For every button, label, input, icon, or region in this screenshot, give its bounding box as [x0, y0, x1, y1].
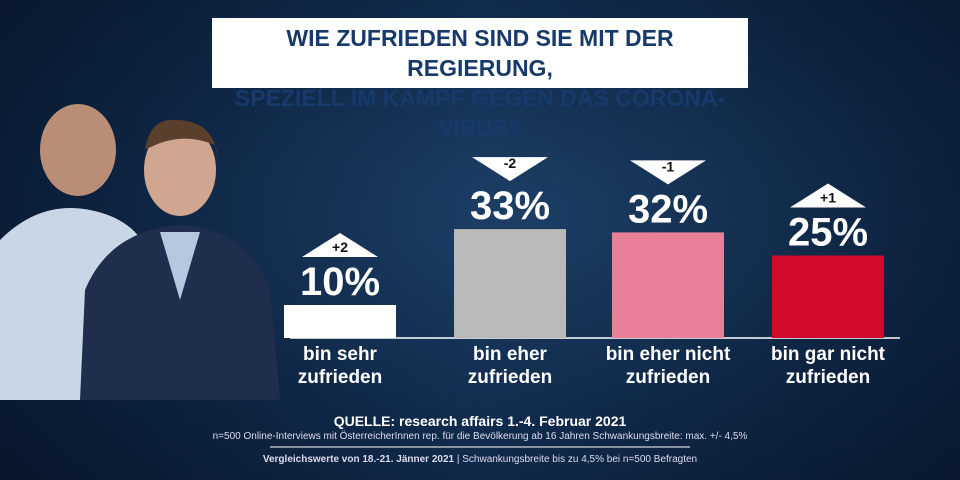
change-marker — [790, 183, 866, 208]
title-box: WIE ZUFRIEDEN SIND SIE MIT DER REGIERUNG… — [212, 18, 748, 141]
change-label: -2 — [504, 155, 517, 171]
people-photo — [0, 104, 280, 400]
category-label: bin sehr zufrieden — [297, 344, 383, 388]
value-label: 25% — [788, 211, 868, 255]
change-label: +2 — [332, 239, 348, 255]
comparison-line: Vergleichswerte von 18.-21. Jänner 2021 … — [262, 454, 698, 465]
change-label: -1 — [662, 158, 675, 174]
change-label: +1 — [820, 190, 836, 206]
bar — [612, 232, 724, 338]
bar — [454, 229, 566, 338]
value-label: 10% — [300, 260, 380, 304]
category-label: bin eher zufrieden — [467, 344, 553, 388]
comparison: Vergleichswerte von 18.-21. Jänner 2021 — [262, 454, 455, 465]
chart-title: SPEZIELL IM KAMPF GEGEN DAS CORONA-VIRUS… — [234, 85, 726, 141]
value-label: 32% — [628, 187, 708, 231]
change-marker — [302, 233, 378, 257]
value-label: 33% — [470, 184, 550, 228]
change-marker — [472, 157, 548, 182]
change-marker — [630, 160, 706, 185]
category-label: bin eher nicht zufrieden — [605, 344, 731, 388]
chart-title: WIE ZUFRIEDEN SIND SIE MIT DER REGIERUNG… — [286, 25, 674, 81]
source: QUELLE: research affairs 1.-4. Februar 2… — [333, 413, 627, 429]
category-label: bin gar nicht zufrieden — [771, 344, 885, 388]
note: n=500 Online-Interviews mit Österreicher… — [212, 431, 748, 442]
bar — [284, 305, 396, 338]
comparison-note: Schwankungsbreite bis zu 4,5% bei n=500 … — [462, 454, 698, 465]
bar — [772, 255, 884, 338]
